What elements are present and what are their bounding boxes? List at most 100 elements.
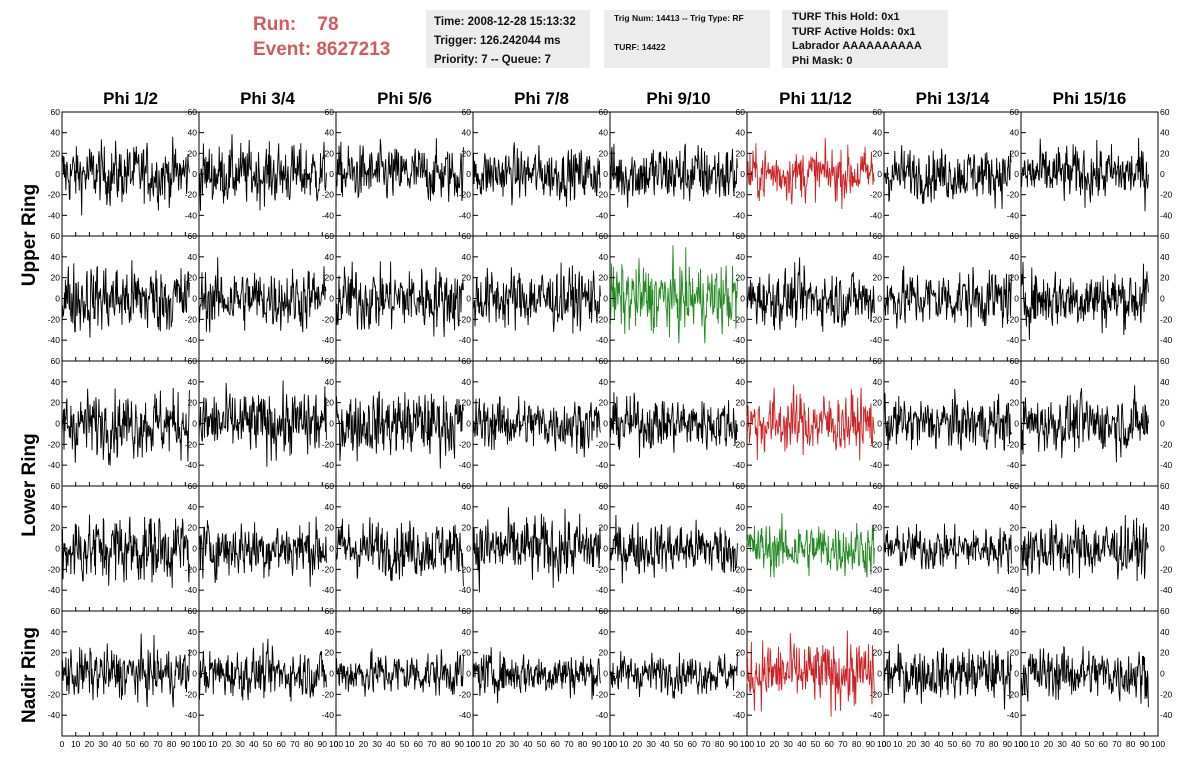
ytick-label-r3-c2--40: -40 <box>185 460 198 470</box>
ytick-label-r4-c7-20: 20 <box>873 523 883 533</box>
ytick-label-r2-c7--20: -20 <box>870 314 883 324</box>
ytick-label-right-r1--20: -20 <box>1160 190 1173 200</box>
waveform-r3-c3 <box>335 390 464 469</box>
ytick-label-r1-c8-60: 60 <box>1010 107 1020 117</box>
xtick-label-c5-80: 80 <box>715 739 725 749</box>
ytick-label-r2-c1--40: -40 <box>48 335 61 345</box>
ytick-label-r3-c8-40: 40 <box>1010 377 1020 387</box>
ytick-label-r1-c2-20: 20 <box>188 148 198 158</box>
ytick-label-r4-c2--40: -40 <box>185 585 198 595</box>
waveform-r1-c2 <box>198 134 327 211</box>
ytick-label-r3-c2-60: 60 <box>188 356 198 366</box>
column-header-1: Phi 1/2 <box>103 89 158 108</box>
xtick-label-c1-0: 0 <box>60 739 65 749</box>
ytick-label-r1-c4-0: 0 <box>466 169 471 179</box>
xtick-label-c6-60: 60 <box>824 739 834 749</box>
xtick-label-c4-50: 50 <box>537 739 547 749</box>
ytick-label-r3-c5--20: -20 <box>596 439 609 449</box>
ytick-label-r2-c8-60: 60 <box>1010 231 1020 241</box>
ytick-label-r2-c5-60: 60 <box>599 231 609 241</box>
ytick-label-r5-c3-20: 20 <box>325 648 335 658</box>
ytick-label-r2-c6-0: 0 <box>740 294 745 304</box>
ytick-label-r5-c6-0: 0 <box>740 669 745 679</box>
xtick-label-c1-40: 40 <box>112 739 122 749</box>
xtick-label-c4-40: 40 <box>523 739 533 749</box>
ytick-label-r4-c7-60: 60 <box>873 481 883 491</box>
xtick-label-c2-90: 90 <box>318 739 328 749</box>
waveform-r2-c7 <box>883 265 1012 329</box>
ytick-label-r4-c6--20: -20 <box>733 564 746 574</box>
ytick-label-right-r4--20: -20 <box>1160 564 1173 574</box>
xtick-label-c4-80: 80 <box>578 739 588 749</box>
waveform-r4-c8 <box>1020 514 1149 582</box>
ytick-label-r5-c4--40: -40 <box>459 710 472 720</box>
ytick-label-r2-c8-40: 40 <box>1010 252 1020 262</box>
ytick-label-right-r4-60: 60 <box>1160 481 1170 491</box>
ytick-label-r4-c2-40: 40 <box>188 502 198 512</box>
ytick-label-r1-c5--20: -20 <box>596 190 609 200</box>
waveform-r3-c1 <box>61 387 190 466</box>
xtick-label-c1-20: 20 <box>85 739 95 749</box>
ytick-label-r2-c3-0: 0 <box>329 294 334 304</box>
waveform-r5-c2 <box>198 638 327 702</box>
ytick-label-r2-c2-60: 60 <box>188 231 198 241</box>
ytick-label-r3-c4-0: 0 <box>466 419 471 429</box>
turf-text: TURF: 14422 <box>614 42 666 52</box>
ytick-label-r2-c6--20: -20 <box>733 314 746 324</box>
xtick-label-c6-100: 100 <box>877 739 891 749</box>
trig-num-text: Trig Num: 14413 -- Trig Type: RF <box>614 13 744 23</box>
ytick-label-r5-c8-0: 0 <box>1014 669 1019 679</box>
ytick-label-right-r4-0: 0 <box>1160 544 1165 554</box>
ytick-label-r5-c5--40: -40 <box>596 710 609 720</box>
ytick-label-r2-c8-20: 20 <box>1010 273 1020 283</box>
ytick-label-r3-c7-60: 60 <box>873 356 883 366</box>
xtick-label-c6-10: 10 <box>756 739 766 749</box>
ytick-label-r1-c5--40: -40 <box>596 210 609 220</box>
waveform-r4-c1 <box>61 514 190 588</box>
ytick-label-r2-c1-0: 0 <box>55 294 60 304</box>
ytick-label-r2-c4--40: -40 <box>459 335 472 345</box>
waveform-r2-c5 <box>609 245 738 344</box>
ytick-label-r5-c6-20: 20 <box>736 648 746 658</box>
event-label: Event: <box>253 39 312 60</box>
ytick-label-r3-c8-0: 0 <box>1014 419 1019 429</box>
ytick-label-r2-c2-20: 20 <box>188 273 198 283</box>
xtick-label-c6-20: 20 <box>770 739 780 749</box>
ytick-label-r5-c6-60: 60 <box>736 606 746 616</box>
waveform-r2-c2 <box>198 257 327 333</box>
ytick-label-r5-c2--40: -40 <box>185 710 198 720</box>
xtick-label-c8-30: 30 <box>1057 739 1067 749</box>
ytick-label-r3-c1-20: 20 <box>51 398 61 408</box>
waveform-r5-c3 <box>335 648 464 697</box>
ytick-label-r2-c7-0: 0 <box>877 294 882 304</box>
ytick-label-r5-c8-40: 40 <box>1010 627 1020 637</box>
xtick-label-c5-70: 70 <box>701 739 711 749</box>
xtick-label-c7-90: 90 <box>1003 739 1013 749</box>
ytick-label-r3-c6--20: -20 <box>733 439 746 449</box>
time-info-box: Time: 2008-12-28 15:13:32 Trigger: 126.2… <box>426 10 590 68</box>
xtick-label-c4-60: 60 <box>550 739 560 749</box>
ytick-label-r2-c2-40: 40 <box>188 252 198 262</box>
ytick-label-r4-c6-40: 40 <box>736 502 746 512</box>
xtick-label-c8-70: 70 <box>1112 739 1122 749</box>
ytick-label-r3-c3-60: 60 <box>325 356 335 366</box>
xtick-label-c5-60: 60 <box>687 739 697 749</box>
ytick-label-r1-c3-20: 20 <box>325 148 335 158</box>
ytick-label-right-r3-40: 40 <box>1160 377 1170 387</box>
ytick-label-r1-c6--20: -20 <box>733 190 746 200</box>
ytick-label-r4-c5-40: 40 <box>599 502 609 512</box>
ytick-label-r5-c3--20: -20 <box>322 689 335 699</box>
ytick-label-r2-c6--40: -40 <box>733 335 746 345</box>
waveform-r3-c5 <box>609 392 738 458</box>
ytick-label-r5-c8--40: -40 <box>1007 710 1020 720</box>
ytick-label-r1-c1-0: 0 <box>55 169 60 179</box>
waveform-r2-c6 <box>746 257 875 332</box>
ytick-label-r4-c7-40: 40 <box>873 502 883 512</box>
ytick-label-r3-c7-20: 20 <box>873 398 883 408</box>
ytick-label-r3-c1-60: 60 <box>51 356 61 366</box>
ytick-label-r2-c3-20: 20 <box>325 273 335 283</box>
xtick-label-c3-60: 60 <box>413 739 423 749</box>
ytick-label-r5-c8-60: 60 <box>1010 606 1020 616</box>
ytick-label-r3-c5-40: 40 <box>599 377 609 387</box>
ytick-label-r5-c3-0: 0 <box>329 669 334 679</box>
